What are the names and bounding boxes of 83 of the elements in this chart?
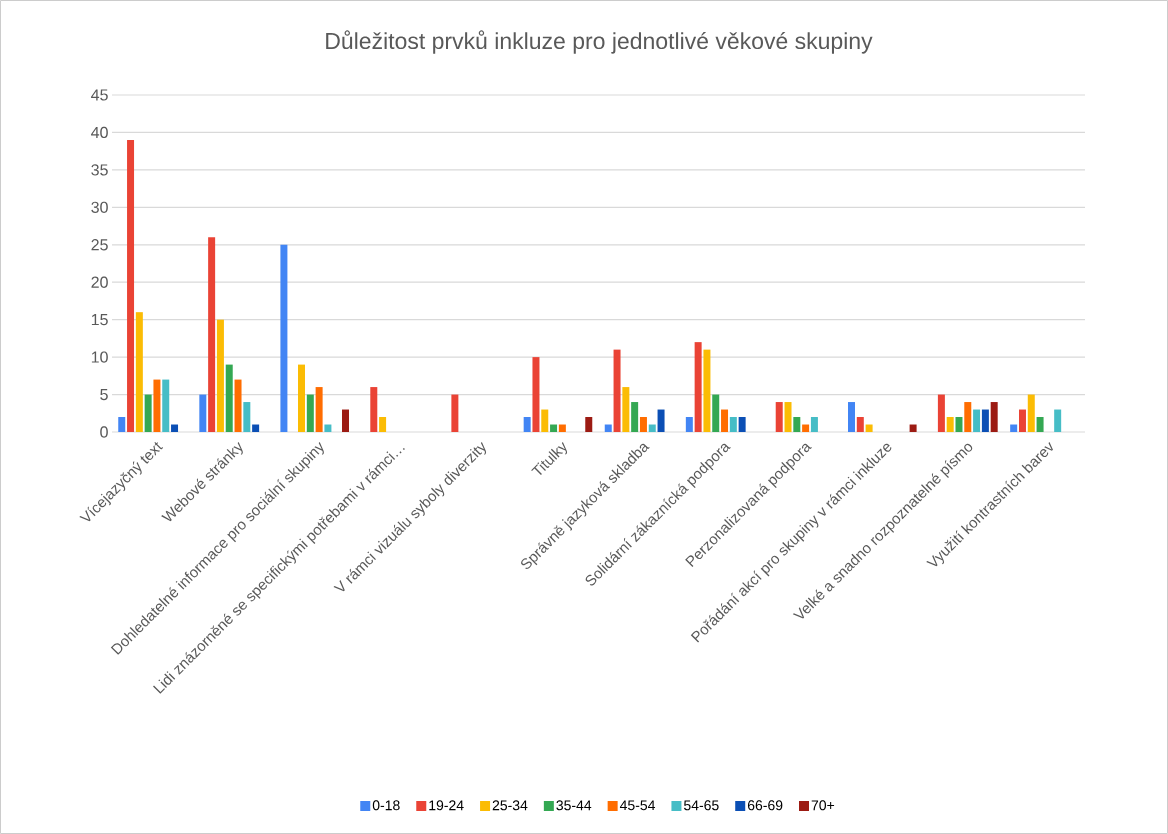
bar [342, 409, 350, 432]
bar [1036, 417, 1044, 432]
y-tick-label: 5 [100, 388, 108, 401]
bar [118, 417, 126, 432]
bar [153, 379, 161, 432]
bar [712, 394, 720, 432]
bar [532, 357, 540, 432]
bar [738, 417, 746, 432]
bar [216, 319, 224, 432]
y-tick-label: 20 [91, 276, 108, 288]
bar [523, 417, 531, 432]
bar [234, 379, 242, 432]
bar [379, 417, 387, 432]
bar [162, 379, 170, 432]
y-tick-label: 0 [100, 426, 108, 438]
bar [990, 402, 998, 432]
y-tick-label: 25 [91, 239, 108, 251]
bar [541, 409, 549, 432]
bar [694, 342, 702, 432]
bar [1054, 409, 1062, 432]
bar [802, 424, 810, 432]
y-tick-label: 40 [91, 126, 108, 139]
bar [298, 364, 306, 432]
bar [937, 394, 945, 432]
bar [199, 394, 207, 432]
legend-label: 66-69 [747, 800, 783, 811]
bar [784, 402, 792, 432]
bar [981, 409, 989, 432]
bar [865, 424, 873, 432]
y-tick-label: 30 [91, 201, 108, 213]
legend-label: 0-18 [372, 800, 400, 811]
legend-label: 19-24 [429, 800, 464, 811]
bar [909, 424, 917, 432]
bar [946, 417, 954, 432]
bar [225, 364, 233, 432]
bar [657, 409, 665, 432]
bar [964, 402, 972, 432]
bar [1010, 424, 1018, 432]
legend-label: 45-54 [619, 800, 656, 811]
bar [721, 409, 729, 432]
bar [810, 417, 818, 432]
bar [604, 424, 612, 432]
bar [729, 417, 737, 432]
bar [370, 387, 378, 432]
bar [585, 417, 593, 432]
bar [613, 349, 621, 432]
y-tick-label: 10 [91, 351, 108, 363]
bar [639, 417, 647, 432]
bar [243, 402, 251, 432]
bar [171, 424, 179, 432]
bar [451, 394, 459, 432]
bar [622, 387, 630, 432]
bar [703, 349, 711, 432]
bar [848, 402, 855, 432]
bar [144, 394, 152, 432]
bar [127, 139, 135, 432]
bar [631, 402, 639, 432]
legend-label: 54-65 [683, 800, 719, 811]
bar [306, 394, 314, 432]
bar [252, 424, 260, 432]
bar [685, 417, 693, 432]
bar [793, 417, 801, 432]
legend-label: 35-44 [556, 800, 592, 811]
bar [208, 237, 216, 432]
bar [324, 424, 332, 432]
bar [955, 417, 963, 432]
chart-title: Důležitost prvků inkluze pro jednotlivé věkové skupiny [326, 30, 873, 54]
bar [775, 402, 783, 432]
y-tick-label: 15 [91, 314, 108, 326]
bar [550, 424, 558, 432]
bar [973, 409, 981, 432]
legend-label: 25-34 [492, 800, 528, 811]
bar [648, 424, 656, 432]
bar [1018, 409, 1026, 432]
bar [558, 424, 566, 432]
bar [1027, 394, 1035, 432]
y-tick-label: 35 [91, 164, 108, 176]
y-tick-label: 45 [91, 89, 108, 101]
bar [280, 244, 288, 432]
bar [135, 312, 143, 432]
bar [315, 387, 323, 432]
legend-label: 70+ [811, 800, 835, 811]
bar [856, 417, 864, 432]
